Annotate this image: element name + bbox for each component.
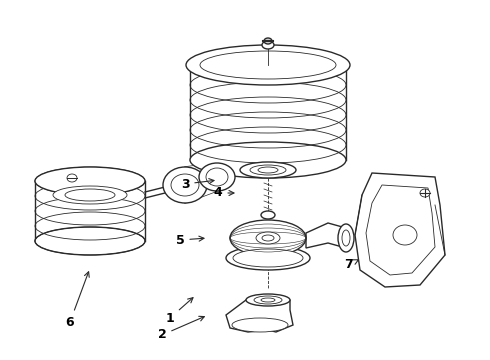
Ellipse shape [338,224,354,252]
Bar [190,65,346,160]
Ellipse shape [264,38,272,44]
Ellipse shape [262,41,274,49]
Text: 7: 7 [343,258,358,271]
Ellipse shape [261,298,275,302]
Ellipse shape [65,189,115,201]
Polygon shape [355,173,445,287]
Ellipse shape [256,232,280,244]
Ellipse shape [250,165,286,175]
Ellipse shape [226,246,310,270]
Bar [35,181,145,241]
Ellipse shape [190,142,346,178]
Ellipse shape [232,318,288,332]
Text: 2: 2 [158,316,204,342]
Ellipse shape [53,186,127,204]
Polygon shape [185,163,217,203]
Polygon shape [306,223,346,248]
Ellipse shape [258,167,278,173]
Ellipse shape [171,174,199,196]
Ellipse shape [67,174,77,182]
Text: 1: 1 [166,298,193,324]
Ellipse shape [254,296,282,304]
Ellipse shape [163,167,207,203]
Ellipse shape [190,47,346,83]
Ellipse shape [186,45,350,85]
Ellipse shape [35,227,145,255]
Ellipse shape [230,220,306,256]
Text: 6: 6 [66,272,89,328]
Ellipse shape [420,189,430,197]
Ellipse shape [35,167,145,195]
Ellipse shape [200,51,336,79]
Ellipse shape [206,168,228,186]
Ellipse shape [262,235,274,241]
Ellipse shape [393,225,417,245]
Ellipse shape [246,294,290,306]
Text: 4: 4 [214,186,234,199]
Ellipse shape [199,163,235,191]
Ellipse shape [261,211,275,219]
Text: 5: 5 [175,234,204,247]
Text: 3: 3 [181,177,214,190]
Ellipse shape [233,249,303,267]
Polygon shape [226,300,293,332]
Ellipse shape [240,162,296,178]
Ellipse shape [342,230,350,246]
